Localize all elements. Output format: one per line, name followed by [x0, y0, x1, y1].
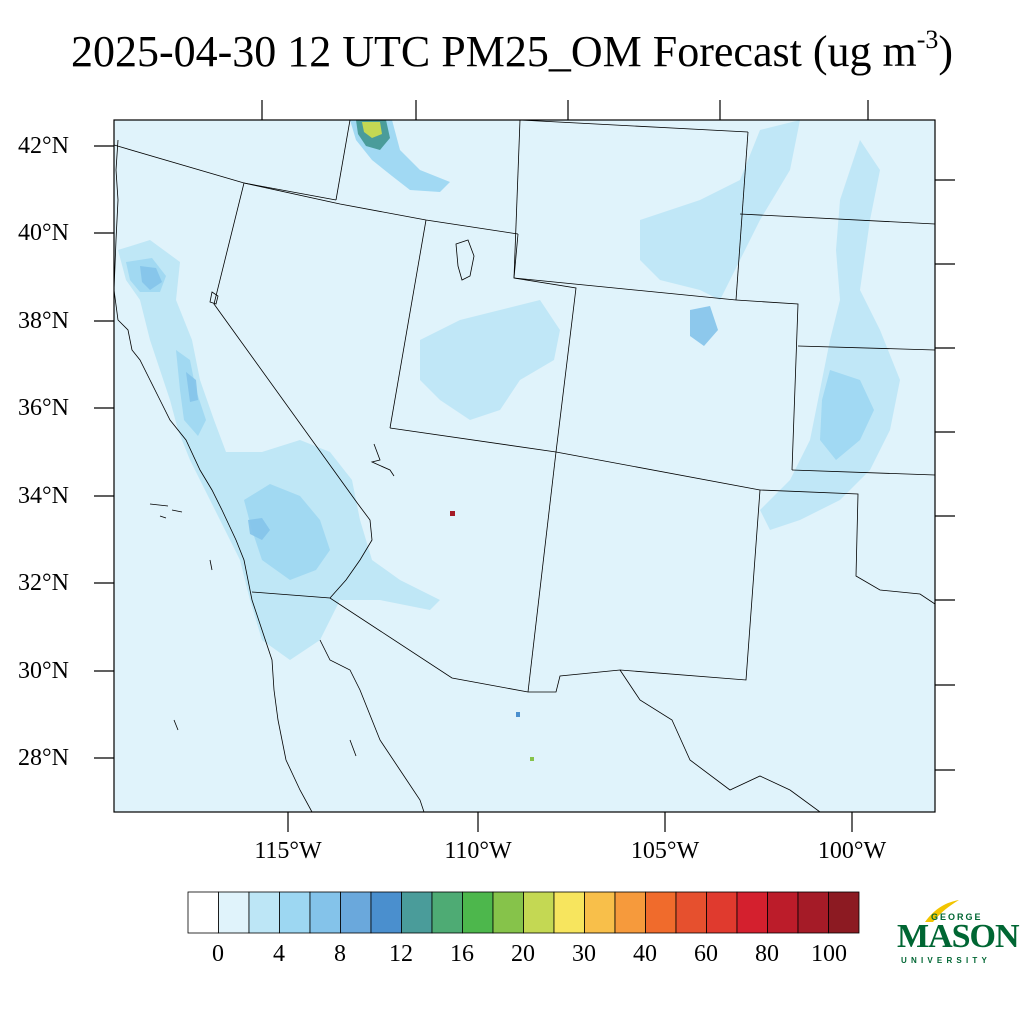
logo-line-university: UNIVERSITY: [901, 956, 992, 965]
title-text: 2025-04-30 12 UTC PM25_OM Forecast (ug m: [70, 27, 917, 76]
lat-label-38: 38°N: [18, 308, 69, 334]
map-ticks: [94, 100, 955, 832]
contour-plains: [760, 140, 900, 530]
lat-label-42: 42°N: [18, 133, 69, 159]
contour-sierra-inner: [126, 258, 330, 580]
great-salt-lake: [455, 239, 475, 281]
colorbar-label-100: 100: [811, 941, 847, 967]
ut-co-border: [513, 233, 577, 453]
contour-utah: [420, 300, 560, 420]
title-superscript: -3: [916, 25, 939, 54]
colorado-river: [370, 443, 395, 477]
az-ut-line: [389, 427, 557, 453]
us-mexico-border: [251, 591, 529, 693]
lat-label-36: 36°N: [18, 395, 69, 421]
swoosh-icon: [925, 900, 959, 922]
id-nv-ut-border: [243, 182, 519, 235]
concentration-contours: [118, 120, 900, 761]
lake-tahoe: [209, 291, 219, 305]
contour-mexico-spot-2: [530, 757, 534, 761]
lat-label-28: 28°N: [18, 745, 69, 771]
lon-label-105: 105°W: [630, 838, 700, 864]
contour-plume-core: [362, 122, 382, 138]
contour-mexico-spot-1: [516, 712, 520, 717]
co-ks-border: [735, 299, 799, 471]
wy-north: [513, 120, 521, 279]
logo-line-mason: MASON: [897, 918, 1020, 955]
id-wy-border: [335, 120, 351, 201]
baja-gulf-coast: [319, 639, 425, 812]
contour-sierra: [118, 240, 440, 660]
map-frame: [113, 119, 936, 813]
contour-plains-inner: [820, 370, 874, 460]
lat-label-40: 40°N: [18, 220, 69, 246]
nv-ut-border: [389, 219, 427, 429]
lat-label-34: 34°N: [18, 483, 69, 509]
gmu-logo: GEORGE MASON UNIVERSITY: [895, 898, 1020, 970]
lat-label-32: 32°N: [18, 570, 69, 596]
contour-colorado-rockies: [640, 120, 800, 300]
baja-islands: [173, 559, 357, 757]
colorbar-label-60: 60: [694, 941, 718, 967]
colorbar-label-8: 8: [334, 941, 346, 967]
lon-label-100: 100°W: [817, 838, 887, 864]
ca-nv-border: [213, 182, 359, 505]
rio-grande: [619, 669, 821, 812]
colorbar-label-40: 40: [633, 941, 657, 967]
az-nm-border: [527, 451, 557, 693]
page-title: 2025-04-30 12 UTC PM25_OM Forecast (ug m…: [0, 22, 1024, 82]
colorbar-label-16: 16: [450, 941, 474, 967]
colorbar-label-12: 12: [389, 941, 413, 967]
ks-south: [797, 345, 935, 351]
ok-line: [791, 469, 935, 476]
colorbar-label-20: 20: [511, 941, 535, 967]
contour-arizona-hotspot: [450, 511, 455, 516]
sd-ne-border: [735, 131, 749, 301]
lon-label-115: 115°W: [254, 838, 322, 864]
wy-co-border: [513, 277, 737, 301]
ne-ks-line: [739, 213, 935, 225]
political-boundaries: [114, 120, 935, 812]
wy-mt-line: [519, 120, 749, 133]
title-closing: ): [938, 27, 954, 76]
az-ca-border: [329, 503, 373, 599]
pacific-coastline: [114, 139, 313, 812]
colorbar-label-80: 80: [755, 941, 779, 967]
lat-label-30: 30°N: [18, 658, 69, 684]
lon-label-110: 110°W: [444, 838, 512, 864]
colorbar-label-0: 0: [212, 941, 224, 967]
tx-panhandle: [759, 489, 935, 605]
logo-line-george: GEORGE: [931, 912, 983, 922]
colorbar-label-30: 30: [572, 941, 596, 967]
nm-co-line: [555, 451, 761, 491]
colorbar-label-4: 4: [273, 941, 285, 967]
nm-tx-border: [528, 489, 761, 693]
contour-colorado-core: [690, 306, 718, 346]
channel-islands: [149, 503, 183, 519]
